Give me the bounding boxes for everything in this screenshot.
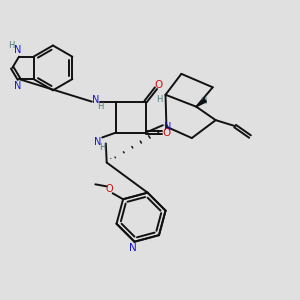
Text: ·: · xyxy=(109,154,112,164)
Text: O: O xyxy=(162,128,170,138)
Text: H: H xyxy=(99,142,105,152)
Text: N: N xyxy=(94,136,101,147)
Text: N: N xyxy=(14,45,21,55)
Text: N: N xyxy=(164,122,172,132)
Text: O: O xyxy=(105,184,113,194)
Text: H: H xyxy=(200,97,206,106)
Text: N: N xyxy=(92,95,99,105)
Text: H: H xyxy=(8,41,15,50)
Text: H: H xyxy=(97,102,103,111)
Polygon shape xyxy=(196,99,206,107)
Text: N: N xyxy=(129,243,137,253)
Text: O: O xyxy=(155,80,163,90)
Text: N: N xyxy=(14,81,21,91)
Text: H: H xyxy=(156,95,162,104)
